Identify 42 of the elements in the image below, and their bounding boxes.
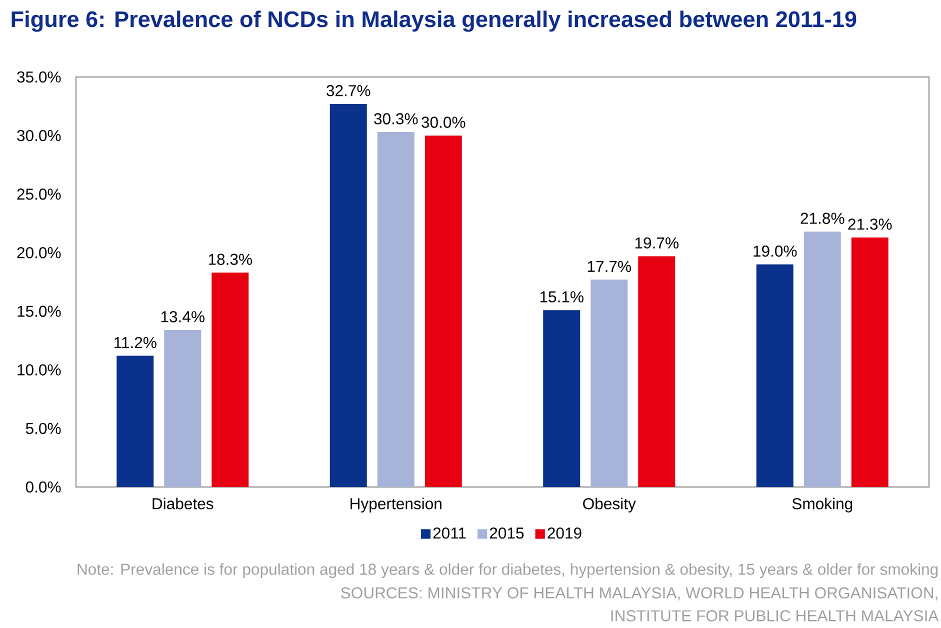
y-tick-label: 0.0%: [26, 481, 61, 493]
y-tick-label: 5.0%: [26, 422, 61, 434]
x-tick-label: Diabetes: [152, 498, 214, 510]
y-tick-label: 25.0%: [17, 188, 61, 200]
bar: [851, 237, 888, 487]
data-label: 30.0%: [422, 116, 466, 128]
data-label: 18.3%: [208, 254, 252, 265]
data-label: 30.3%: [374, 113, 418, 124]
data-label: 32.7%: [326, 85, 370, 96]
text: Note: Prevalence is for population aged 18 years & older for diabetes, hypertension & obesity, 15 years & older for smoking: [78, 563, 938, 578]
data-label: 21.8%: [800, 212, 844, 224]
bar: [377, 132, 414, 487]
x-tick-label: Obesity: [583, 498, 636, 512]
legend-label: 2015: [490, 527, 524, 539]
chart-title: Figure 6: Prevalence of NCDs in Malaysia generally increased between 2011-19: [12, 10, 856, 32]
legend-label: 2019: [548, 527, 582, 539]
y-tick-label: 10.0%: [18, 364, 61, 376]
data-label: 17.7%: [588, 260, 631, 272]
bar: [330, 104, 367, 487]
bar: [638, 256, 676, 487]
bar: [164, 330, 202, 487]
data-label: 13.4%: [161, 311, 204, 322]
y-tick-label: 15.0%: [18, 306, 61, 317]
source-note: SOURCES: MINISTRY OF HEALTH MALAYSIA, WORLD HEALTH ORGANISATION, INSTITUTE FOR PUBLIC HEALTH MALAYSIA: [341, 587, 939, 622]
data-label: 15.1%: [540, 291, 584, 302]
data-label: 19.7%: [635, 237, 678, 249]
bar: [756, 264, 794, 487]
bar: [424, 136, 462, 487]
y-tick-label: 30.0%: [17, 130, 61, 142]
data-label: 19.0%: [754, 246, 797, 257]
bar: [804, 232, 841, 487]
data-label: 21.3%: [848, 218, 892, 230]
bar: [212, 272, 249, 487]
bar: [116, 356, 154, 487]
y-tick-label: 20.0%: [17, 247, 61, 258]
bar: [590, 280, 628, 487]
bar: [543, 310, 580, 487]
x-tick-label: Hypertension: [350, 498, 442, 512]
y-tick-label: 35.0%: [17, 71, 61, 83]
x-tick-label: Smoking: [792, 498, 852, 512]
legend-label: 2011: [433, 527, 466, 539]
data-label: 11.2%: [114, 336, 156, 348]
